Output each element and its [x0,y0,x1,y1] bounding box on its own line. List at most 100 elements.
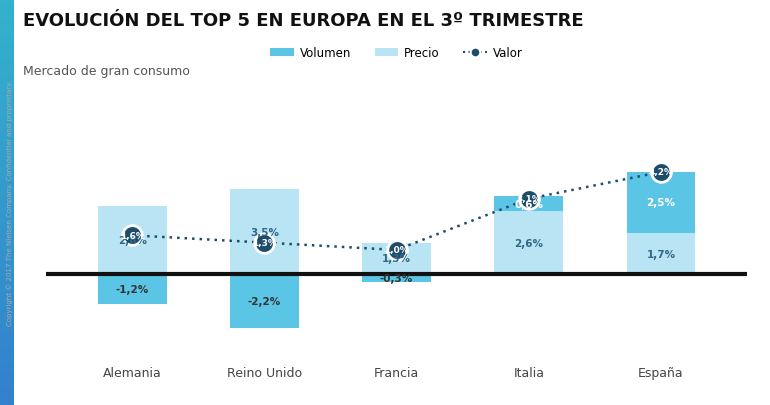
Bar [0,300,14,304]
Bar [0,89,14,93]
Text: 1,0%: 1,0% [384,246,409,255]
Bar [0,328,14,332]
Text: Mercado de gran consumo: Mercado de gran consumo [23,65,190,78]
Bar [0,158,14,162]
Bar [0,53,14,57]
Bar [0,69,14,73]
Bar [0,263,14,267]
Bar [0,401,14,405]
Bar [0,113,14,117]
Bar [0,312,14,316]
Bar [0,332,14,336]
Bar [0,126,14,130]
Text: 2,8%: 2,8% [118,236,146,245]
Bar [0,16,14,20]
Bar [0,77,14,81]
Bar [0,154,14,158]
Bar [0,20,14,24]
Bar [230,190,299,275]
Bar [0,101,14,105]
Bar [0,97,14,101]
Bar [0,194,14,198]
Bar [0,45,14,49]
Bar [0,356,14,360]
Bar [0,239,14,243]
Bar [0,385,14,389]
Bar [0,81,14,85]
Bar [0,198,14,202]
Bar [0,352,14,356]
Text: 2,5%: 2,5% [647,198,675,208]
Bar [0,174,14,178]
Text: 1,3%: 1,3% [382,254,411,264]
Bar [0,202,14,207]
Bar [0,320,14,324]
Bar [0,117,14,121]
Text: -0,3%: -0,3% [380,273,413,283]
Bar [0,93,14,97]
Point [390,247,403,254]
Bar [0,215,14,219]
Bar [0,40,14,45]
Bar [0,223,14,227]
Bar [0,397,14,401]
Bar [0,150,14,154]
Bar [0,138,14,142]
Bar [494,197,563,211]
Text: 2,6%: 2,6% [514,238,544,248]
Bar [0,235,14,239]
Bar [0,373,14,377]
Bar [0,288,14,292]
Text: EVOLUCIÓN DEL TOP 5 EN EUROPA EN EL 3º TRIMESTRE: EVOLUCIÓN DEL TOP 5 EN EUROPA EN EL 3º T… [23,12,584,30]
Point [654,169,667,176]
Bar [0,105,14,109]
Bar [0,251,14,255]
Bar [0,381,14,385]
Point [126,232,139,239]
Text: Copyright © 2017 The Nielsen Company. Confidential and proprietary.: Copyright © 2017 The Nielsen Company. Co… [6,80,12,325]
Bar [0,0,14,4]
Bar [0,219,14,223]
Bar [0,190,14,194]
Bar [0,275,14,279]
Bar [0,296,14,300]
Bar [0,271,14,275]
Bar [494,211,563,275]
Bar [0,324,14,328]
Bar [0,142,14,146]
Bar [0,267,14,271]
Text: 1,7%: 1,7% [646,249,675,259]
Bar [98,275,166,304]
Bar [0,61,14,65]
Bar [0,340,14,344]
Legend: Volumen, Precio, Valor: Volumen, Precio, Valor [266,43,527,65]
Bar [627,173,695,233]
Text: 1,3%: 1,3% [252,239,276,247]
Bar [0,211,14,215]
Bar [0,8,14,12]
Bar [230,275,299,328]
Bar [627,233,695,275]
Bar [0,186,14,190]
Bar [0,130,14,134]
Bar [0,85,14,89]
Bar [0,227,14,231]
Bar [0,344,14,348]
Bar [0,134,14,138]
Text: 3,5%: 3,5% [249,227,279,237]
Bar [0,49,14,53]
Bar [0,284,14,288]
Bar [0,207,14,211]
Bar [0,178,14,182]
Bar [0,369,14,373]
Point [523,196,535,202]
Bar [0,24,14,28]
Bar [0,4,14,8]
Bar [0,65,14,69]
Bar [0,57,14,61]
Bar [0,389,14,393]
Bar [0,308,14,312]
Bar [0,247,14,251]
Bar [0,393,14,397]
Bar [0,12,14,16]
